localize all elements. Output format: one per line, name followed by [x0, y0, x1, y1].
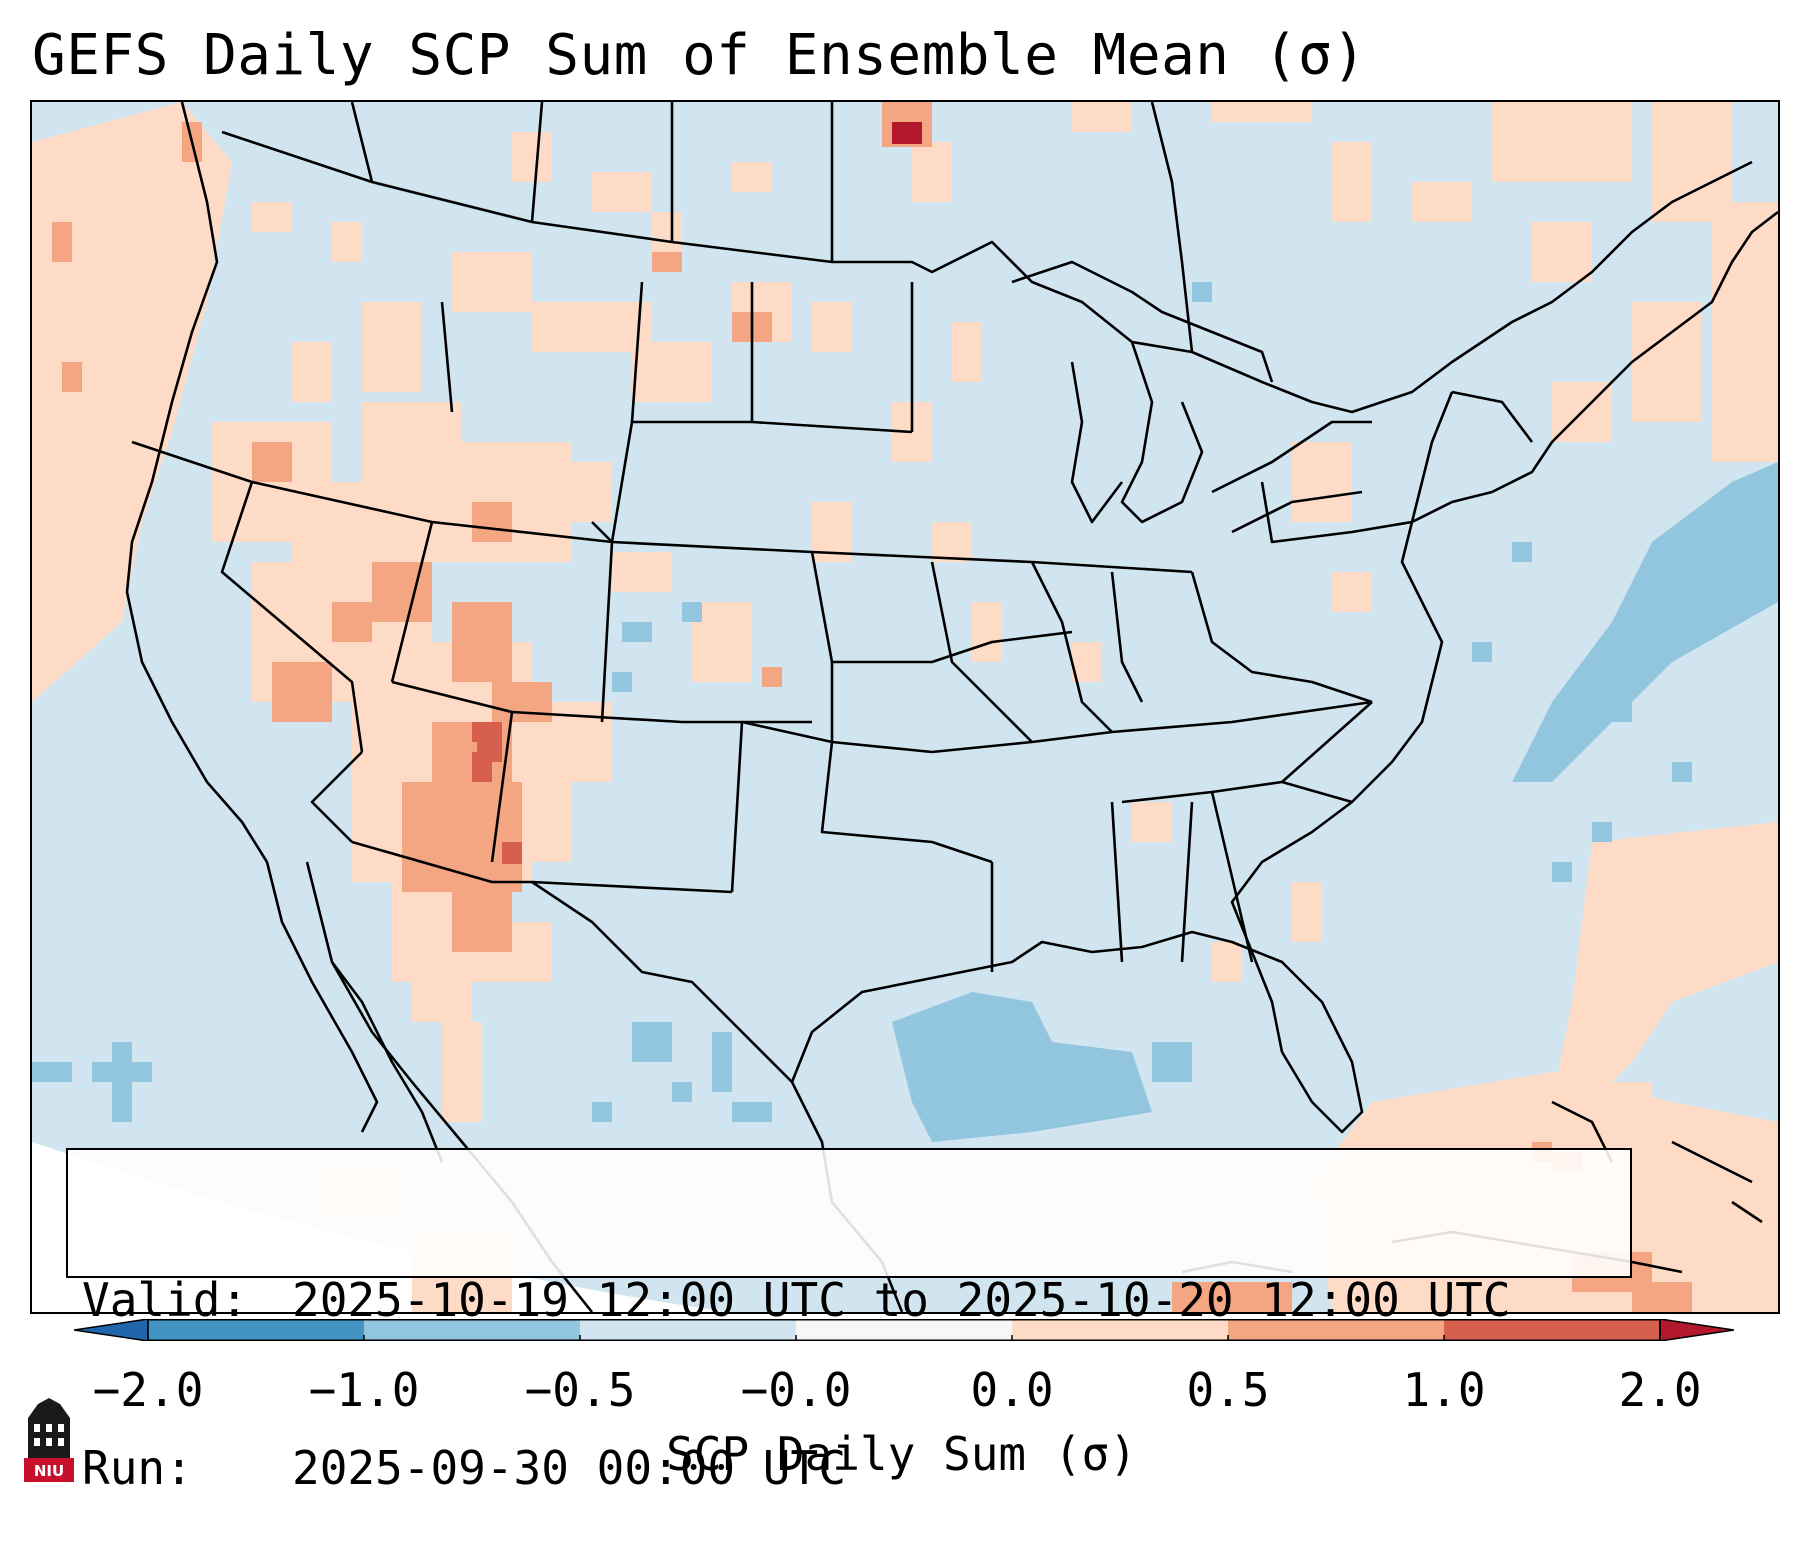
run-label: Run: — [82, 1441, 193, 1495]
tick-label-2: −0.5 — [524, 1363, 636, 1417]
valid-value: 2025-10-19 12:00 UTC to 2025-10-20 12:00… — [292, 1273, 1511, 1327]
valid-line: Valid: 2025-10-19 12:00 UTC to 2025-10-20… — [82, 1272, 1616, 1328]
colorbar — [74, 1319, 1734, 1341]
run-line: Run: 2025-09-30 00:00 UTC — [82, 1440, 1616, 1496]
tick-label-7: 2.0 — [1618, 1363, 1702, 1417]
tick-label-6: 1.0 — [1402, 1363, 1486, 1417]
colorbar-segment-4 — [1012, 1319, 1228, 1341]
colorbar-label: SCP Daily Sum (σ) — [666, 1427, 1137, 1481]
colorbar-segment-5 — [1228, 1319, 1444, 1341]
colorbar-segment-2 — [580, 1319, 796, 1341]
run-value: 2025-09-30 00:00 UTC — [292, 1441, 846, 1495]
map-panel[interactable] — [30, 100, 1780, 1314]
colorbar-segment-0 — [148, 1319, 364, 1341]
logo-text: NIU — [34, 1462, 64, 1480]
niu-logo: NIU — [24, 1398, 74, 1482]
anomaly-gulf-negative — [892, 992, 1152, 1142]
colorbar-segment-1 — [364, 1319, 580, 1341]
tick-label-3: −0.0 — [740, 1363, 852, 1417]
colorbar-segment-3 — [796, 1319, 1012, 1341]
tick-label-5: 0.5 — [1186, 1363, 1270, 1417]
anomaly-atlantic-negative — [1512, 462, 1778, 782]
map-title: GEFS Daily SCP Sum of Ensemble Mean (σ) — [32, 23, 1367, 88]
tick-label-0: −2.0 — [92, 1363, 204, 1417]
colorbar-extend-high — [1659, 1319, 1734, 1341]
anomaly-pacific-positive — [32, 102, 232, 702]
scp-map — [32, 102, 1778, 1312]
anomaly-canada-positive — [252, 102, 1778, 462]
colorbar-tick-labels: −2.0 −1.0 −0.5 −0.0 0.0 0.5 1.0 2.0 — [0, 1362, 1803, 1422]
valid-label: Valid: — [82, 1273, 249, 1327]
colorbar-segment-6 — [1444, 1319, 1660, 1341]
tick-label-1: −1.0 — [308, 1363, 420, 1417]
anomaly-atlantic-positive — [1552, 822, 1778, 1102]
tick-label-4: 0.0 — [970, 1363, 1054, 1417]
colorbar-extend-low — [74, 1319, 149, 1341]
info-box: Valid: 2025-10-19 12:00 UTC to 2025-10-20… — [66, 1148, 1632, 1495]
